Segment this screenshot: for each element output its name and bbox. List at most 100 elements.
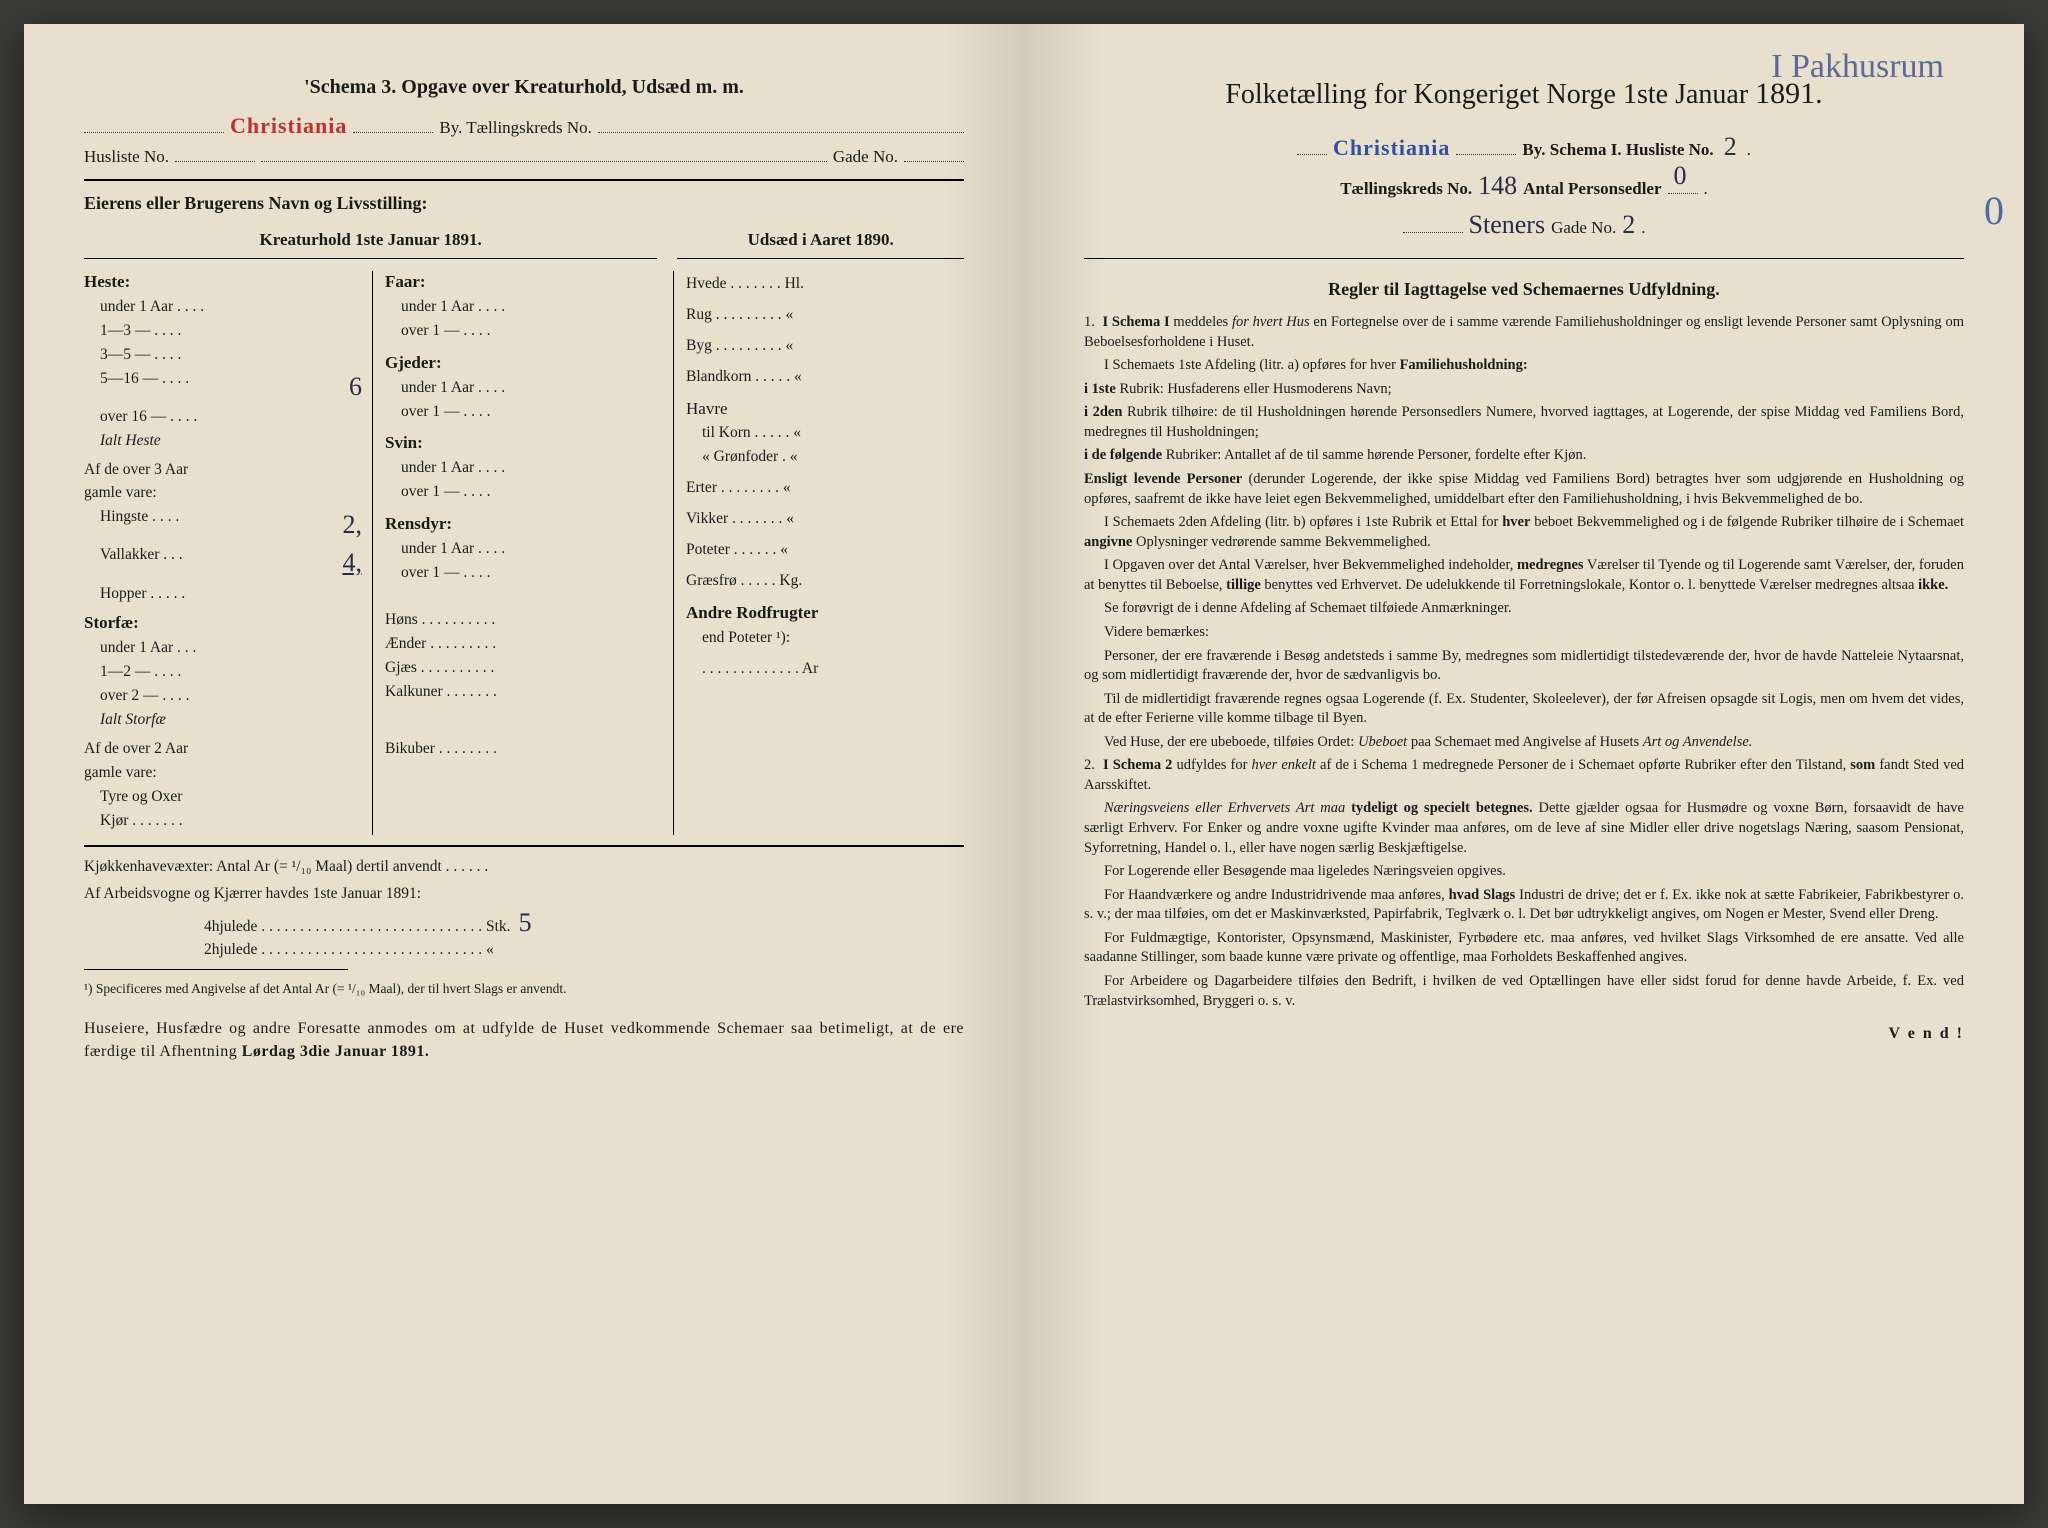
annotation-side: 0 [1984,184,2004,238]
kreatur-col2: Faar: under 1 Aar . . . . over 1 — . . .… [372,271,663,835]
right-page: I Pakhusrum 0 Folketælling for Kongerige… [1024,24,2024,1504]
heste-35: 3—5 — . . . . [100,345,181,366]
rules-header: Regler til Iagttagelse ved Schemaernes U… [1084,277,1964,301]
storfae-hdr: Storfæ: [84,612,362,635]
by-label: By. Tællingskreds No. [439,117,592,140]
rensdyr-hdr: Rensdyr: [385,513,663,536]
tyre: Tyre og Oxer [100,787,182,808]
kjokken-line: Kjøkkenhavevæxter: Antal Ar (= ¹/₁₀ Maal… [84,857,964,878]
antal-label: Antal Personsedler [1523,178,1661,201]
rule-p8: I Opgaven over det Antal Værelser, hver … [1084,556,1964,595]
gade-label-right: Gade No. [1551,217,1616,240]
storfae-u1: under 1 Aar . . . [100,638,196,659]
rens-u1: under 1 Aar . . . . [401,539,505,560]
taelling-no: 148 [1478,168,1517,203]
gamle-vare: gamle vare: [84,483,157,504]
annotation-top: I Pakhusrum [1771,44,1944,90]
havre-korn: til Korn . . . . . « [702,423,801,444]
gade-no: 2 [1622,207,1635,242]
bikuber: Bikuber . . . . . . . . [385,739,497,760]
svin-hdr: Svin: [385,432,663,455]
husliste-row: Husliste No. Gade No. [84,145,964,169]
heste-516-val: 6 [349,369,362,404]
hons: Høns . . . . . . . . . . [385,610,495,631]
rule-p10: Videre bemærkes: [1084,623,1964,643]
faar-u1: under 1 Aar . . . . [401,297,505,318]
rule-p17: For Haandværkere og andre Industridriven… [1084,886,1964,925]
vallakker-val: 4, [343,545,363,580]
blandkorn: Blandkorn . . . . . « [686,367,802,388]
rule-p11: Personer, der ere fraværende i Besøg and… [1084,647,1964,686]
hingste: Hingste . . . . [100,507,179,542]
rug: Rug . . . . . . . . . « [686,305,793,326]
svin-u1: under 1 Aar . . . . [401,458,505,479]
rens-o1: over 1 — . . . . [401,563,491,584]
rule-p14: 2. I Schema 2 udfyldes for hver enkelt a… [1084,756,1964,795]
gamle-vare2: gamle vare: [84,763,157,784]
vallakker: Vallakker . . . [100,545,183,580]
rule-p1: 1. I Schema I meddeles for hvert Hus en … [1084,313,1964,352]
heste-hdr: Heste: [84,271,362,294]
husliste-no: 2 [1724,129,1737,164]
rule-p18: For Fuldmægtige, Kontorister, Opsynsmænd… [1084,929,1964,968]
ar-line: . . . . . . . . . . . . . Ar [702,659,818,680]
antal-no: 0 [1674,158,1687,193]
heste-u1: under 1 Aar . . . . [100,297,204,318]
city-row: Christiania By. Tællingskreds No. [84,111,964,141]
havre-gron: « Grønfoder . « [702,447,798,468]
udsaed-header: Udsæd i Aaret 1890. [677,229,964,259]
svin-o1: over 1 — . . . . [401,482,491,503]
andre-hdr: Andre Rodfrugter [686,602,964,625]
rule-p15: Næringsveiens eller Erhvervets Art maa t… [1084,799,1964,858]
left-page: 'Schema 3. Opgave over Kreaturhold, Udsæ… [24,24,1024,1504]
byg: Byg . . . . . . . . . « [686,336,793,357]
gade-label-left: Gade No. [833,146,898,169]
kjor: Kjør . . . . . . . [100,811,183,832]
aender: Ænder . . . . . . . . . [385,634,496,655]
storfae-o2: over 2 — . . . . [100,686,190,707]
taelling-label: Tællingskreds No. [1340,178,1472,201]
rule-p7: I Schemaets 2den Afdeling (litr. b) opfø… [1084,513,1964,552]
heste-516: 5—16 — . . . . [100,369,189,404]
hingste-val: 2, [343,507,363,542]
heste-13: 1—3 — . . . . [100,321,181,342]
rule-p16: For Logerende eller Besøgende maa ligele… [1084,862,1964,882]
end-poteter: end Poteter ¹): [702,628,790,649]
rule-p5: i de følgende Rubriker: Antallet af de t… [1084,446,1964,466]
gade-name: Steners [1469,207,1546,242]
2hjul-label: 2hjulede . . . . . . . . . . . . . . . .… [204,940,964,961]
kreatur-header: Kreaturhold 1ste Januar 1891. [84,229,657,259]
vend-label: V e n d ! [1084,1023,1964,1045]
ialt-heste: Ialt Heste [100,431,161,452]
city-stamp-right: Christiania [1333,133,1450,163]
gjeder-o1: over 1 — . . . . [401,402,491,423]
city-stamp: Christiania [230,111,347,141]
rule-p19: For Arbeidere og Dagarbeidere tilføies d… [1084,972,1964,1011]
gjaes: Gjæs . . . . . . . . . . [385,658,494,679]
kalkuner: Kalkuner . . . . . . . [385,682,497,703]
arbeidsvogne-line: Af Arbeidsvogne og Kjærrer havdes 1ste J… [84,884,964,905]
poteter: Poteter . . . . . . « [686,540,788,561]
ialt-storfae: Ialt Storfæ [100,710,166,731]
rule-p9: Se forøvrigt de i denne Afdeling af Sche… [1084,599,1964,619]
4hjul-label: 4hjulede . . . . . . . . . . . . . . . .… [204,917,511,938]
kreatur-col1: Heste: under 1 Aar . . . . 1—3 — . . . .… [84,271,362,835]
udsaed-col: Hvede . . . . . . . Hl. Rug . . . . . . … [673,271,964,835]
gjeder-u1: under 1 Aar . . . . [401,378,505,399]
af-over3: Af de over 3 Aar [84,460,188,481]
husliste-label: Husliste No. [84,146,169,169]
faar-hdr: Faar: [385,271,663,294]
4hjul-val: 5 [519,905,532,940]
rule-p3: i 1ste Rubrik: Husfaderens eller Husmode… [1084,380,1964,400]
hvede: Hvede . . . . . . . Hl. [686,274,804,295]
graesfro: Græsfrø . . . . . Kg. [686,571,802,592]
rule-p4: i 2den Rubrik tilhøire: de til Husholdni… [1084,403,1964,442]
havre-hdr: Havre [686,398,964,421]
schema3-title: 'Schema 3. Opgave over Kreaturhold, Udsæ… [84,74,964,101]
storfae-12: 1—2 — . . . . [100,662,181,683]
rule-p6: Ensligt levende Personer (derunder Loger… [1084,470,1964,509]
erter: Erter . . . . . . . . « [686,478,791,499]
hopper: Hopper . . . . . [100,584,185,605]
af-over2: Af de over 2 Aar [84,739,188,760]
eier-label: Eierens eller Brugerens Navn og Livsstil… [84,191,964,215]
